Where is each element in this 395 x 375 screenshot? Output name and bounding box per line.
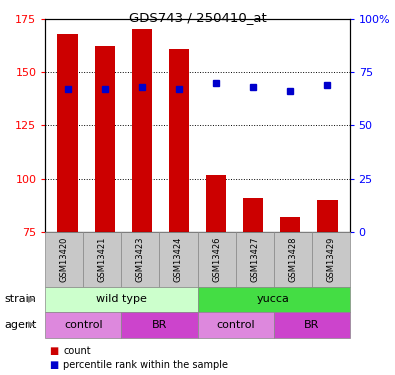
Text: control: control	[64, 320, 103, 330]
Text: GSM13427: GSM13427	[250, 237, 259, 282]
Text: ▶: ▶	[28, 320, 35, 329]
Text: count: count	[63, 345, 91, 355]
Text: BR: BR	[152, 320, 167, 330]
Text: strain: strain	[4, 294, 36, 304]
Bar	[169, 49, 189, 232]
Bar	[317, 200, 337, 232]
Text: GSM13426: GSM13426	[212, 237, 221, 282]
Text: agent: agent	[4, 320, 36, 330]
Text: GSM13424: GSM13424	[174, 237, 183, 282]
Text: ▶: ▶	[28, 295, 35, 304]
Text: ■: ■	[49, 345, 58, 355]
Text: ■: ■	[49, 360, 58, 370]
Text: GSM13420: GSM13420	[60, 237, 69, 282]
Text: GSM13423: GSM13423	[136, 237, 145, 282]
Text: yucca: yucca	[257, 294, 290, 304]
Bar	[94, 46, 115, 232]
Bar	[243, 198, 263, 232]
Bar	[280, 217, 301, 232]
Text: percentile rank within the sample: percentile rank within the sample	[63, 360, 228, 370]
Text: wild type: wild type	[96, 294, 147, 304]
Text: control: control	[216, 320, 255, 330]
Bar	[206, 174, 226, 232]
Text: GDS743 / 250410_at: GDS743 / 250410_at	[129, 11, 266, 24]
Text: GSM13421: GSM13421	[98, 237, 107, 282]
Text: GSM13428: GSM13428	[288, 237, 297, 282]
Bar	[58, 34, 78, 232]
Text: BR: BR	[304, 320, 319, 330]
Bar	[132, 29, 152, 232]
Text: GSM13429: GSM13429	[326, 237, 335, 282]
